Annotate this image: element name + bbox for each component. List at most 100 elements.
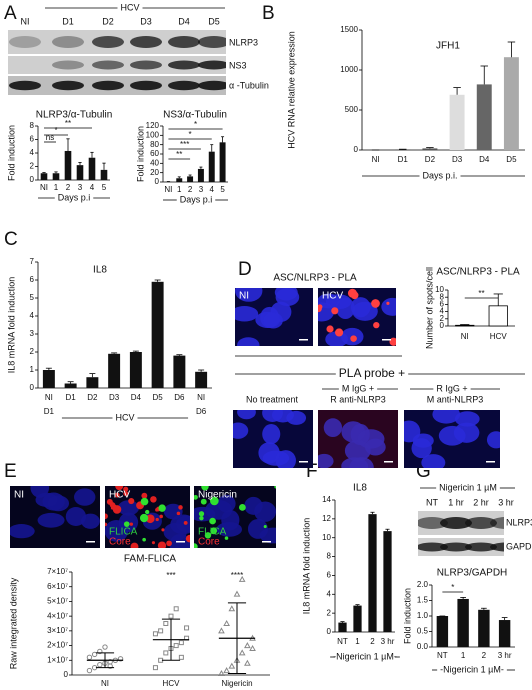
nucleus <box>271 410 294 423</box>
y-tick-label: 1.5 <box>417 596 429 605</box>
blot-band <box>9 80 41 91</box>
row-label: NLRP3 <box>506 517 532 527</box>
group-label: HCV <box>115 412 134 422</box>
bar <box>457 598 469 647</box>
x-tick-label: D3 <box>109 393 120 402</box>
panel-label: C <box>4 229 18 250</box>
blot-band <box>198 80 226 91</box>
error-bar <box>176 354 183 356</box>
bar <box>338 622 347 632</box>
x-tick-label: HCV <box>163 679 181 688</box>
blot-strip <box>418 538 504 556</box>
x-tick-label: D1 <box>398 155 409 164</box>
point <box>168 613 174 619</box>
error-bar <box>89 373 96 378</box>
point <box>244 642 251 649</box>
stain-spot <box>139 513 149 523</box>
lane-label: 3 hr <box>498 497 514 507</box>
stain-spot <box>183 520 188 525</box>
error-bar <box>177 176 181 179</box>
error-bar <box>45 367 52 370</box>
nucleus <box>262 424 281 445</box>
blot-band <box>130 36 162 48</box>
nucleus <box>237 337 260 346</box>
nucleus <box>163 522 187 542</box>
blot-band <box>198 36 226 48</box>
stain-spot <box>194 494 198 500</box>
bar <box>40 173 48 180</box>
micrograph <box>10 486 100 548</box>
point <box>163 621 169 626</box>
blot-band <box>130 80 162 91</box>
stain-spot <box>106 498 113 505</box>
stain-spot <box>140 497 149 506</box>
stain-spot <box>198 511 205 517</box>
blot-band <box>92 36 124 48</box>
x-tick-label: D1 <box>66 393 77 402</box>
stain-spot <box>114 492 120 498</box>
y-tick-label: 2 <box>327 608 332 617</box>
y-tick-label: 4 <box>327 589 332 598</box>
bar <box>503 57 519 151</box>
bar <box>195 371 208 388</box>
x-tick-label: 1 <box>355 637 360 646</box>
error-bar <box>501 617 508 621</box>
nucleus <box>65 506 87 527</box>
micrograph <box>318 410 398 468</box>
stain-spot <box>350 335 357 342</box>
stain-spot <box>194 543 198 548</box>
error-bar <box>481 607 487 610</box>
annotation: ns <box>46 133 54 142</box>
error-bar <box>460 324 470 326</box>
nucleus <box>216 522 242 537</box>
nucleus <box>275 288 300 307</box>
y-tick-label: 80 <box>150 140 159 149</box>
stain-spot <box>274 486 276 489</box>
blot-band <box>418 542 448 552</box>
stain-spot <box>201 486 209 491</box>
x-tick-label: NI <box>197 393 205 402</box>
error-bar <box>221 136 225 143</box>
condition-label: M IgG + <box>342 383 374 393</box>
point <box>91 651 98 658</box>
bar <box>42 370 55 388</box>
y-axis-label: Fold induction <box>402 588 412 644</box>
panel-label: D <box>238 259 252 280</box>
stain-spot <box>350 291 359 300</box>
nucleus <box>237 410 256 420</box>
stain-spot <box>263 525 267 529</box>
x-tick-label: D4 <box>479 155 490 164</box>
point <box>173 606 179 612</box>
y-tick-label: 4 <box>30 311 35 320</box>
point <box>228 662 236 669</box>
condition-label: M anti-NLRP3 <box>427 394 484 404</box>
stain-spot <box>159 514 163 519</box>
point <box>107 663 113 669</box>
bar <box>52 173 60 180</box>
nucleus <box>235 288 263 302</box>
point <box>238 575 246 582</box>
y-tick-label: 60 <box>150 149 159 158</box>
error-bar <box>340 621 345 623</box>
stain-spot <box>123 486 129 492</box>
bar <box>64 383 77 388</box>
row-label: NLRP3 <box>229 37 258 47</box>
stain-label: Core <box>109 537 131 548</box>
annotation: * <box>194 120 197 129</box>
x-tick-label: D3 <box>452 155 463 164</box>
point <box>117 656 124 662</box>
point <box>223 619 230 626</box>
nucleus <box>318 453 334 468</box>
error-bar <box>493 293 503 306</box>
error-bar <box>355 604 360 606</box>
nucleus <box>233 422 249 439</box>
x-tick-label: 2 <box>482 651 487 660</box>
stain-label: FLICA <box>198 527 227 538</box>
blot-band <box>440 542 472 552</box>
annotation: * <box>189 130 192 139</box>
stain-spot <box>105 513 108 520</box>
point <box>86 667 93 674</box>
point <box>178 654 184 660</box>
stain-spot <box>178 505 183 510</box>
y-tick-label: 6 <box>30 275 35 284</box>
